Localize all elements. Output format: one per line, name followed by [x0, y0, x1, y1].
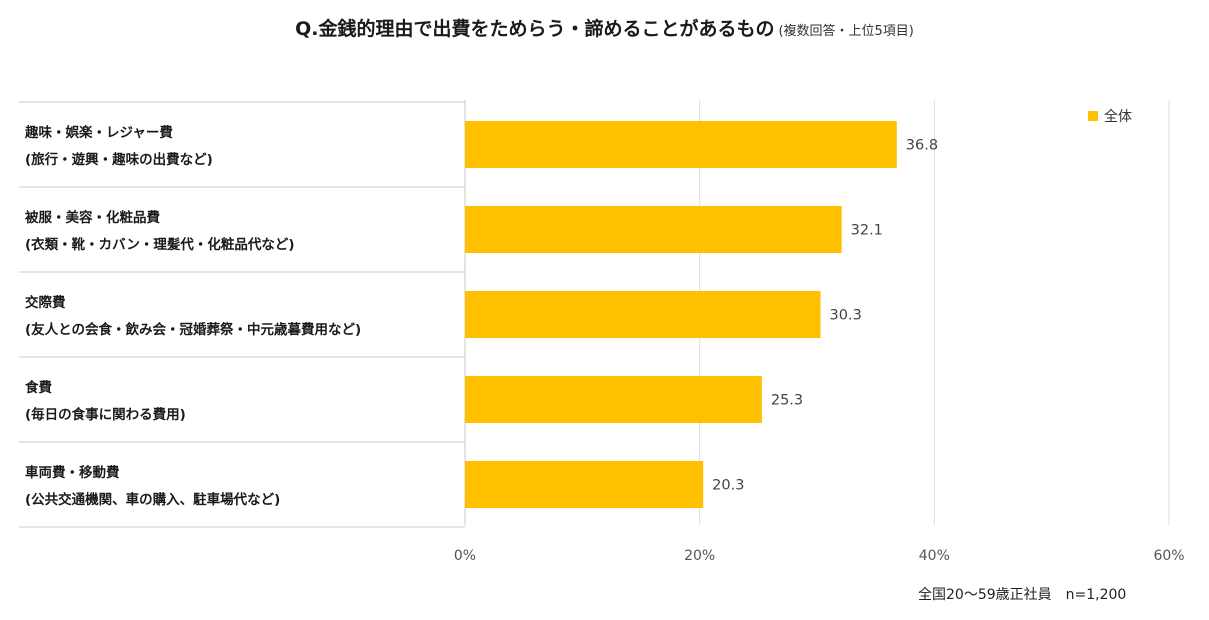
- bar: [465, 206, 842, 253]
- legend: 全体: [1088, 106, 1132, 126]
- category-sublabel: (友人との会食・飲み会・冠婚葬祭・中元歳暮費用など): [25, 321, 361, 338]
- category-sublabel: (公共交通機関、車の購入、駐車場代など): [25, 491, 280, 508]
- x-tick-label: 40%: [919, 548, 950, 564]
- chart-subtitle: (複数回答・上位5項目): [778, 24, 914, 39]
- data-label: 25.3: [771, 393, 803, 409]
- bar: [465, 461, 704, 508]
- x-tick-label: 20%: [684, 548, 715, 564]
- category-label: 車両費・移動費: [25, 464, 120, 481]
- footnote: 全国20〜59歳正社員 n=1,200: [918, 587, 1127, 603]
- category-label: 趣味・娯楽・レジャー費: [24, 124, 173, 141]
- x-tick-label: 60%: [1153, 548, 1184, 564]
- legend-swatch: [1088, 111, 1098, 121]
- bar: [465, 376, 762, 423]
- legend-label: 全体: [1104, 109, 1132, 125]
- chart-title-block: Q.金銭的理由で出費をためらう・諦めることがあるもの (複数回答・上位5項目): [0, 14, 1209, 41]
- data-label: 30.3: [830, 308, 862, 324]
- bar: [465, 291, 821, 338]
- category-sublabel: (衣類・靴・カバン・理髪代・化粧品代など): [25, 236, 295, 253]
- category-sublabel: (毎日の食事に関わる費用): [25, 406, 186, 423]
- chart-title: Q.金銭的理由で出費をためらう・諦めることがあるもの: [295, 18, 775, 40]
- data-label: 32.1: [851, 223, 883, 239]
- category-label: 交際費: [25, 294, 66, 311]
- category-label: 食費: [25, 379, 52, 396]
- data-label: 36.8: [906, 138, 938, 154]
- category-label: 被服・美容・化粧品費: [25, 209, 160, 226]
- bar: [465, 121, 897, 168]
- category-sublabel: (旅行・遊興・趣味の出費など): [25, 151, 213, 168]
- x-tick-label: 0%: [454, 548, 476, 564]
- data-label: 20.3: [712, 478, 744, 494]
